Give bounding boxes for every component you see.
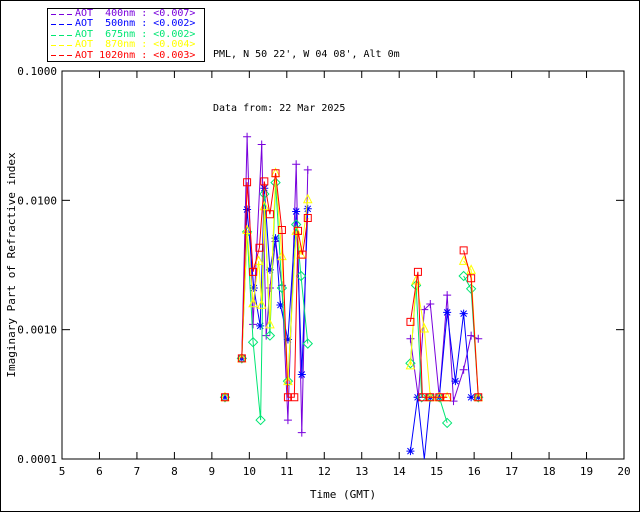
- site-location-text: PML, N 50 22', W 04 08', Alt 0m: [213, 49, 400, 60]
- square-markers-1020nm: [220, 169, 483, 402]
- x-axis: [61, 71, 625, 459]
- x-tick-label: 11: [280, 465, 293, 478]
- x-tick-label: 14: [393, 465, 407, 478]
- series-line-675nm: [241, 182, 479, 424]
- legend-label-870nm: AOT 870nm : <0.004>: [75, 39, 196, 51]
- legend-label-1020nm: AOT 1020nm : <0.003>: [75, 49, 196, 61]
- x-axis-title: Time (GMT): [310, 488, 376, 501]
- legend-entry-1020nm: AOT 1020nm : <0.003>: [50, 49, 202, 61]
- y-tick-label: 0.1000: [17, 65, 57, 78]
- x-tick-label: 18: [542, 465, 555, 478]
- y-tick-label: 0.0001: [17, 453, 57, 466]
- y-axis-title: Imaginary Part of Refractive index: [5, 152, 18, 378]
- legend-entry-500nm: AOT 500nm : <0.002>: [50, 19, 202, 29]
- diamond-markers-675nm: [219, 177, 484, 429]
- y-tick-label: 0.0010: [17, 324, 57, 337]
- x-tick-label: 20: [617, 465, 630, 478]
- x-tick-label: 17: [505, 465, 518, 478]
- plot-frame: [61, 70, 625, 460]
- series-675nm: [219, 177, 484, 429]
- series-line-500nm: [241, 188, 479, 460]
- x-tick-label: 8: [171, 465, 178, 478]
- x-tick-label: 7: [134, 465, 141, 478]
- x-tick-label: 10: [243, 465, 256, 478]
- x-tick-label: 15: [430, 465, 443, 478]
- legend-label-675nm: AOT 675nm : <0.002>: [75, 28, 196, 40]
- legend-entry-675nm: AOT 675nm : <0.002>: [50, 28, 202, 40]
- legend-entry-400nm: AOT 400nm : <0.007>: [50, 8, 202, 20]
- x-tick-label: 12: [318, 465, 331, 478]
- series-1020nm: [220, 169, 483, 402]
- legend-dash-line-icon: [51, 44, 74, 46]
- legend-dash-line-icon: [51, 24, 74, 26]
- legend-box: AOT 400nm : <0.007> AOT 500nm : <0.002> …: [47, 8, 205, 62]
- x-tick-label: 19: [580, 465, 593, 478]
- legend-entry-870nm: AOT 870nm : <0.004>: [50, 39, 202, 51]
- series-870nm: [220, 167, 484, 402]
- x-tick-label: 16: [468, 465, 481, 478]
- x-tick-label: 13: [355, 465, 368, 478]
- legend-label-500nm: AOT 500nm : <0.002>: [75, 18, 196, 30]
- x-tick-label: 9: [209, 465, 216, 478]
- series-line-400nm: [241, 136, 479, 433]
- x-tick-label: 6: [96, 465, 103, 478]
- data-date-text: Data from: 22 Mar 2025: [213, 103, 346, 114]
- y-tick-label: 0.0100: [17, 194, 57, 207]
- plot-header: PML, N 50 22', W 04 08', Alt 0m Data fro…: [213, 10, 400, 154]
- legend-dash-line-icon: [51, 55, 74, 57]
- legend-dash-line-icon: [51, 34, 74, 36]
- legend-label-400nm: AOT 400nm : <0.007>: [75, 8, 196, 20]
- legend-dash-line-icon: [51, 13, 74, 15]
- x-tick-label: 5: [59, 465, 66, 478]
- y-axis: [62, 70, 624, 460]
